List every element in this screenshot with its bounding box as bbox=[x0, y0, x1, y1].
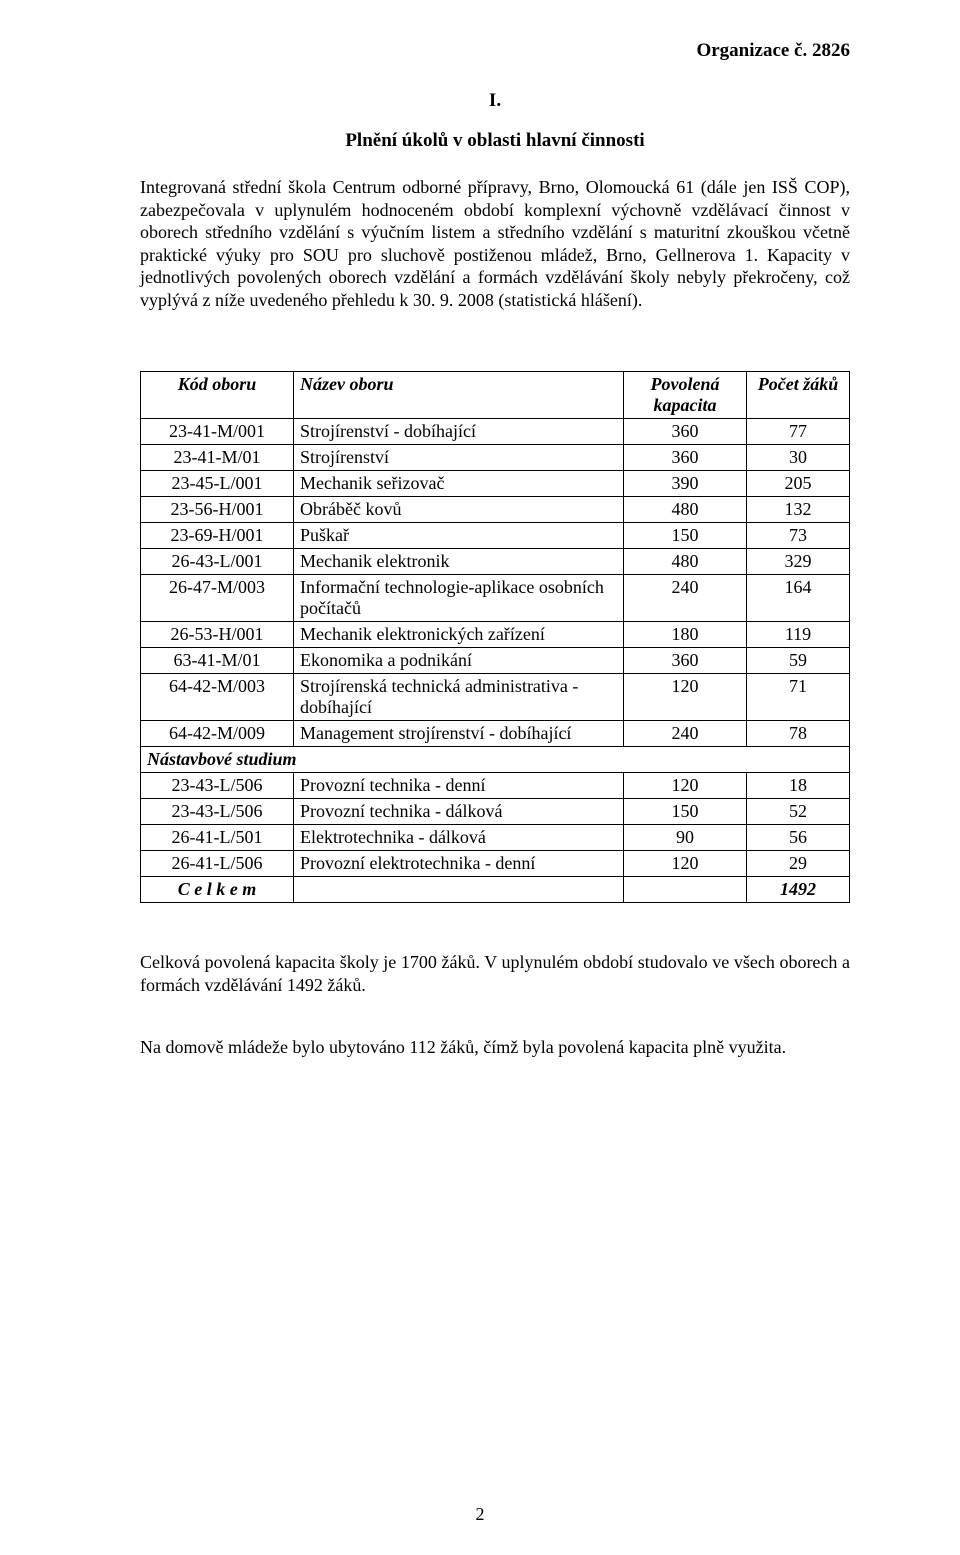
cell-capacity: 480 bbox=[624, 549, 747, 575]
cell-name: Strojírenství bbox=[294, 445, 624, 471]
cell-count: 18 bbox=[747, 773, 850, 799]
cell-code: 23-56-H/001 bbox=[141, 497, 294, 523]
cell-name: Obráběč kovů bbox=[294, 497, 624, 523]
intro-paragraph: Integrovaná střední škola Centrum odborn… bbox=[140, 176, 850, 311]
table-row: 23-41-M/001Strojírenství - dobíhající360… bbox=[141, 419, 850, 445]
total-label: C e l k e m bbox=[141, 877, 294, 903]
cell-capacity: 90 bbox=[624, 825, 747, 851]
total-empty bbox=[294, 877, 624, 903]
th-code: Kód oboru bbox=[141, 372, 294, 419]
table-row: 26-47-M/003Informační technologie-aplika… bbox=[141, 575, 850, 622]
cell-count: 73 bbox=[747, 523, 850, 549]
cell-capacity: 180 bbox=[624, 622, 747, 648]
cell-capacity: 360 bbox=[624, 419, 747, 445]
cell-code: 64-42-M/009 bbox=[141, 721, 294, 747]
cell-name: Mechanik elektronik bbox=[294, 549, 624, 575]
cell-code: 26-41-L/506 bbox=[141, 851, 294, 877]
page-number: 2 bbox=[0, 1504, 960, 1525]
cell-capacity: 360 bbox=[624, 445, 747, 471]
cell-capacity: 150 bbox=[624, 523, 747, 549]
document-page: Organizace č. 2826 I. Plnění úkolů v obl… bbox=[0, 0, 960, 1555]
cell-capacity: 480 bbox=[624, 497, 747, 523]
table-row: 23-69-H/001Puškař15073 bbox=[141, 523, 850, 549]
cell-code: 64-42-M/003 bbox=[141, 674, 294, 721]
table-row: 23-41-M/01Strojírenství36030 bbox=[141, 445, 850, 471]
cell-count: 71 bbox=[747, 674, 850, 721]
cell-name: Mechanik elektronických zařízení bbox=[294, 622, 624, 648]
cell-count: 329 bbox=[747, 549, 850, 575]
table-row: 26-41-L/501Elektrotechnika - dálková9056 bbox=[141, 825, 850, 851]
cell-capacity: 240 bbox=[624, 575, 747, 622]
cell-name: Mechanik seřizovač bbox=[294, 471, 624, 497]
cell-count: 132 bbox=[747, 497, 850, 523]
cell-name: Elektrotechnika - dálková bbox=[294, 825, 624, 851]
th-capacity: Povolená kapacita bbox=[624, 372, 747, 419]
section-title: Plnění úkolů v oblasti hlavní činnosti bbox=[140, 130, 850, 152]
cell-count: 164 bbox=[747, 575, 850, 622]
table-row: 23-45-L/001Mechanik seřizovač390205 bbox=[141, 471, 850, 497]
cell-count: 77 bbox=[747, 419, 850, 445]
cell-count: 59 bbox=[747, 648, 850, 674]
capacity-table: Kód oboru Název oboru Povolená kapacita … bbox=[140, 371, 850, 903]
cell-code: 23-43-L/506 bbox=[141, 799, 294, 825]
cell-count: 205 bbox=[747, 471, 850, 497]
summary-note-1: Celková povolená kapacita školy je 1700 … bbox=[140, 951, 850, 996]
cell-count: 52 bbox=[747, 799, 850, 825]
summary-note-2: Na domově mládeže bylo ubytováno 112 žák… bbox=[140, 1036, 850, 1059]
table-header-row: Kód oboru Název oboru Povolená kapacita … bbox=[141, 372, 850, 419]
cell-name: Provozní technika - denní bbox=[294, 773, 624, 799]
cell-name: Strojírenská technická administrativa - … bbox=[294, 674, 624, 721]
cell-name: Informační technologie-aplikace osobních… bbox=[294, 575, 624, 622]
cell-capacity: 120 bbox=[624, 674, 747, 721]
cell-code: 26-47-M/003 bbox=[141, 575, 294, 622]
table-row: 23-56-H/001Obráběč kovů480132 bbox=[141, 497, 850, 523]
cell-code: 23-41-M/01 bbox=[141, 445, 294, 471]
cell-code: 23-45-L/001 bbox=[141, 471, 294, 497]
cell-name: Ekonomika a podnikání bbox=[294, 648, 624, 674]
cell-count: 29 bbox=[747, 851, 850, 877]
cell-code: 23-41-M/001 bbox=[141, 419, 294, 445]
cell-capacity: 120 bbox=[624, 773, 747, 799]
cell-count: 78 bbox=[747, 721, 850, 747]
cell-name: Provozní elektrotechnika - denní bbox=[294, 851, 624, 877]
cell-capacity: 240 bbox=[624, 721, 747, 747]
cell-code: 26-41-L/501 bbox=[141, 825, 294, 851]
table-row: 26-53-H/001Mechanik elektronických zaříz… bbox=[141, 622, 850, 648]
table-row: 63-41-M/01Ekonomika a podnikání36059 bbox=[141, 648, 850, 674]
table-row: 26-43-L/001Mechanik elektronik480329 bbox=[141, 549, 850, 575]
cell-count: 119 bbox=[747, 622, 850, 648]
total-value: 1492 bbox=[747, 877, 850, 903]
cell-capacity: 360 bbox=[624, 648, 747, 674]
cell-code: 23-69-H/001 bbox=[141, 523, 294, 549]
cell-name: Puškař bbox=[294, 523, 624, 549]
section-label: Nástavbové studium bbox=[141, 747, 850, 773]
table-row: 26-41-L/506Provozní elektrotechnika - de… bbox=[141, 851, 850, 877]
cell-code: 23-43-L/506 bbox=[141, 773, 294, 799]
cell-name: Strojírenství - dobíhající bbox=[294, 419, 624, 445]
table-section-row: Nástavbové studium bbox=[141, 747, 850, 773]
table-total-row: C e l k e m 1492 bbox=[141, 877, 850, 903]
th-name: Název oboru bbox=[294, 372, 624, 419]
table-row: 64-42-M/003Strojírenská technická admini… bbox=[141, 674, 850, 721]
table-row: 23-43-L/506Provozní technika - dálková15… bbox=[141, 799, 850, 825]
cell-capacity: 120 bbox=[624, 851, 747, 877]
cell-name: Management strojírenství - dobíhající bbox=[294, 721, 624, 747]
cell-capacity: 150 bbox=[624, 799, 747, 825]
total-empty bbox=[624, 877, 747, 903]
cell-code: 26-43-L/001 bbox=[141, 549, 294, 575]
cell-capacity: 390 bbox=[624, 471, 747, 497]
th-count: Počet žáků bbox=[747, 372, 850, 419]
cell-code: 63-41-M/01 bbox=[141, 648, 294, 674]
cell-count: 56 bbox=[747, 825, 850, 851]
cell-count: 30 bbox=[747, 445, 850, 471]
header-org-number: Organizace č. 2826 bbox=[140, 40, 850, 62]
section-number: I. bbox=[140, 90, 850, 112]
cell-code: 26-53-H/001 bbox=[141, 622, 294, 648]
cell-name: Provozní technika - dálková bbox=[294, 799, 624, 825]
table-row: 64-42-M/009Management strojírenství - do… bbox=[141, 721, 850, 747]
table-row: 23-43-L/506Provozní technika - denní1201… bbox=[141, 773, 850, 799]
